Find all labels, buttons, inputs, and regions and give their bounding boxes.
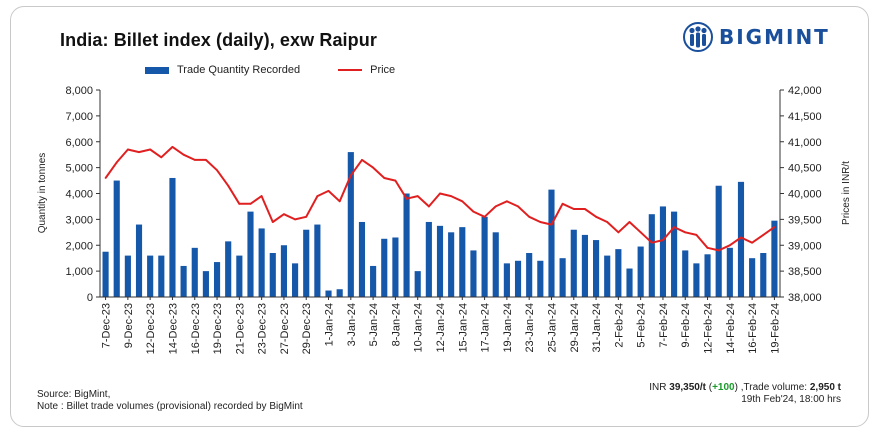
- price-value: 39,350/t: [669, 382, 706, 393]
- footer-source: Source: BigMint, Note : Billet trade vol…: [37, 389, 303, 413]
- chart-legend: Trade Quantity Recorded Price: [145, 64, 433, 76]
- timestamp: 19th Feb'24, 18:00 hrs: [741, 394, 841, 405]
- change-open: (: [705, 382, 713, 393]
- legend-label-quantity: Trade Quantity Recorded: [177, 64, 301, 76]
- legend-item-quantity: Trade Quantity Recorded: [145, 64, 300, 76]
- legend-swatch-bar: [145, 66, 169, 74]
- note-text: Note : Billet trade volumes (provisional…: [37, 401, 303, 412]
- volume-value: 2,950 t: [809, 382, 841, 393]
- legend-label-price: Price: [370, 64, 396, 76]
- chart-title: India: Billet index (daily), exw Raipur: [60, 30, 377, 50]
- change-close: ): [734, 382, 738, 393]
- chart-frame: [10, 6, 869, 427]
- price-change: +100: [712, 382, 735, 393]
- volume-prefix: ,Trade volume:: [737, 382, 810, 393]
- footer-summary: INR 39,350/t (+100) ,Trade volume: 2,950…: [649, 382, 841, 406]
- bigmint-logo: BIGMINT: [683, 22, 830, 52]
- price-prefix: INR: [649, 382, 670, 393]
- price-summary: INR 39,350/t (+100) ,Trade volume: 2,950…: [649, 382, 841, 394]
- source-text: Source: BigMint,: [37, 389, 111, 400]
- legend-swatch-line: [338, 69, 363, 71]
- legend-item-price: Price: [338, 64, 395, 76]
- logo-people-icon: [683, 22, 713, 52]
- brand-name: BIGMINT: [719, 25, 830, 49]
